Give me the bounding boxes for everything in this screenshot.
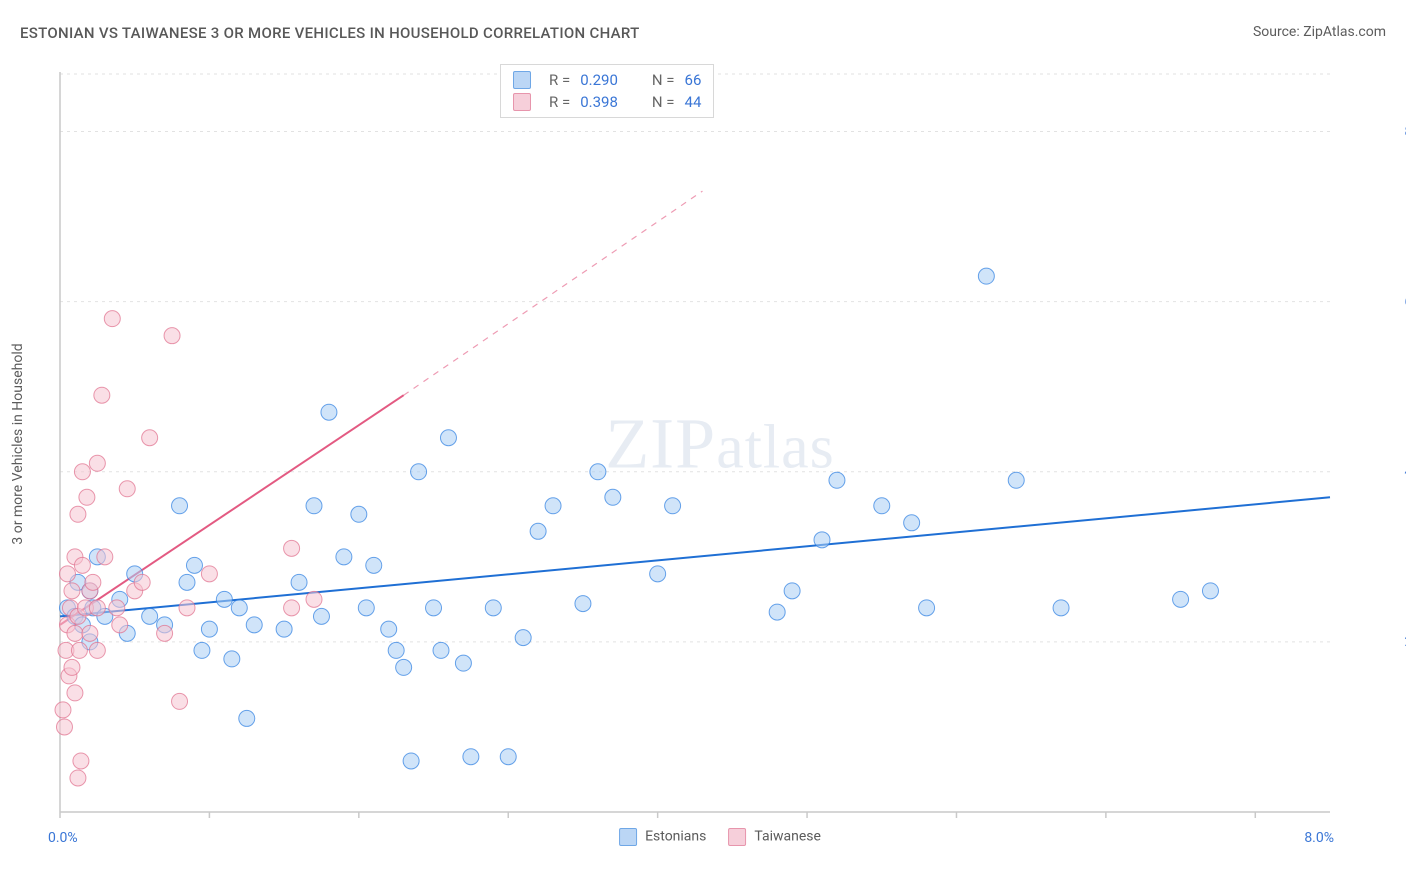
legend-label: Estonians [645,829,706,845]
source-name: ZipAtlas.com [1303,24,1386,40]
chart-title: ESTONIAN VS TAIWANESE 3 OR MORE VEHICLES… [20,24,640,42]
legend-top-row: R = 0.398 N = 44 [513,91,701,113]
legend-item: Estonians [619,828,706,846]
legend-top: R = 0.290 N = 66 R = 0.398 N = 44 [500,64,714,118]
plot-wrapper: 3 or more Vehicles in Household ZIPatlas… [48,64,1392,824]
r-label: R = [549,93,570,111]
legend-item: Taiwanese [728,828,821,846]
legend-top-row: R = 0.290 N = 66 [513,69,701,91]
legend-swatch [728,828,746,846]
source-attribution: Source: ZipAtlas.com [1253,24,1386,40]
x-max-label: 8.0% [1304,830,1334,846]
legend-bottom: Estonians Taiwanese [619,828,821,846]
chart-container: ESTONIAN VS TAIWANESE 3 OR MORE VEHICLES… [0,0,1406,892]
r-value: 0.398 [580,93,618,111]
header: ESTONIAN VS TAIWANESE 3 OR MORE VEHICLES… [0,0,1406,56]
y-axis-label: 3 or more Vehicles in Household [10,343,26,544]
legend-swatch [513,71,531,89]
plot-area [48,64,1392,824]
n-label: N = [652,93,675,111]
legend-label: Taiwanese [754,829,821,845]
r-label: R = [549,71,570,89]
x-min-label: 0.0% [48,830,78,846]
n-value: 44 [685,93,702,111]
source-prefix: Source: [1253,24,1303,40]
n-label: N = [652,71,675,89]
scatter-svg [48,64,1392,824]
r-value: 0.290 [580,71,618,89]
legend-swatch [513,93,531,111]
legend-swatch [619,828,637,846]
n-value: 66 [685,71,702,89]
